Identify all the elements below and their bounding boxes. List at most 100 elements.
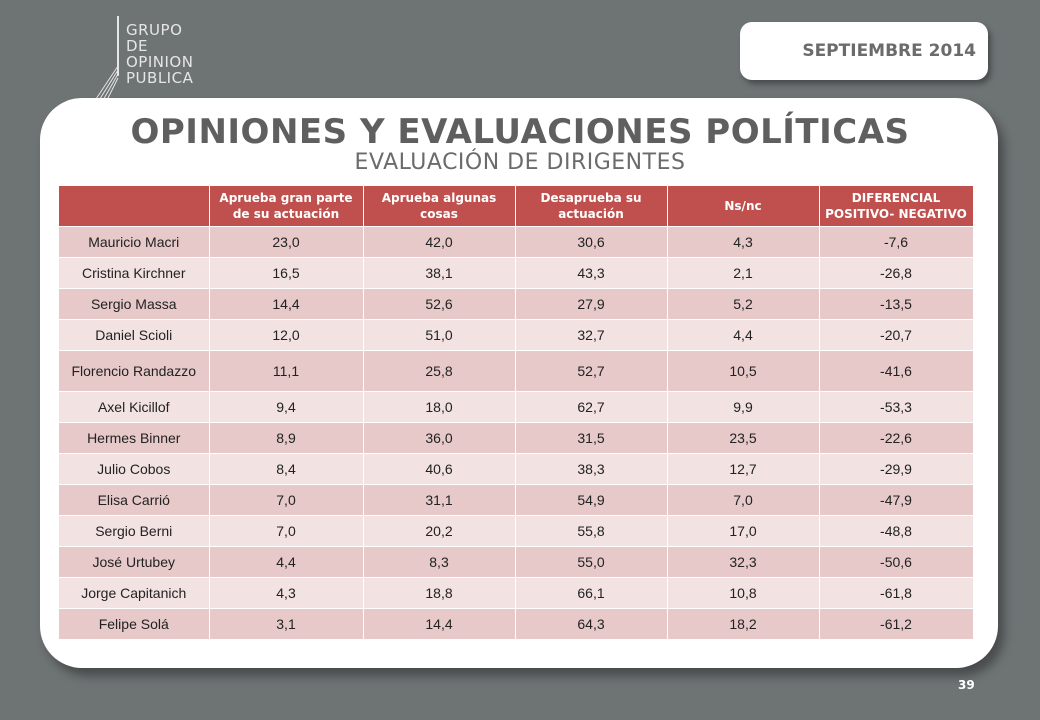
value-cell: 55,0: [515, 546, 668, 578]
value-cell: 5,2: [667, 288, 820, 320]
value-cell: -29,9: [819, 453, 974, 485]
evaluation-table: Aprueba gran parte de su actuación Aprue…: [59, 186, 974, 639]
value-cell: -61,2: [819, 608, 974, 639]
value-cell: 52,6: [363, 288, 516, 320]
table-row: Daniel Scioli 12,0 51,0 32,7 4,4 -20,7: [59, 319, 974, 351]
value-cell: -41,6: [819, 350, 974, 392]
value-cell: 18,0: [363, 391, 516, 423]
value-cell: 32,3: [667, 546, 820, 578]
value-cell: 8,9: [209, 422, 364, 454]
value-cell: 62,7: [515, 391, 668, 423]
table-row: Felipe Solá 3,1 14,4 64,3 18,2 -61,2: [59, 608, 974, 639]
value-cell: 64,3: [515, 608, 668, 639]
value-cell: 20,2: [363, 515, 516, 547]
table-row: José Urtubey 4,4 8,3 55,0 32,3 -50,6: [59, 546, 974, 578]
value-cell: 8,4: [209, 453, 364, 485]
leader-name-cell: Daniel Scioli: [59, 319, 210, 351]
table-row: Jorge Capitanich 4,3 18,8 66,1 10,8 -61,8: [59, 577, 974, 609]
value-cell: 30,6: [515, 226, 668, 258]
table-row: Sergio Berni 7,0 20,2 55,8 17,0 -48,8: [59, 515, 974, 547]
value-cell: 31,5: [515, 422, 668, 454]
table-row: Julio Cobos 8,4 40,6 38,3 12,7 -29,9: [59, 453, 974, 485]
value-cell: 55,8: [515, 515, 668, 547]
value-cell: 9,9: [667, 391, 820, 423]
column-header: Aprueba gran parte de su actuación: [209, 186, 364, 227]
value-cell: -20,7: [819, 319, 974, 351]
leader-name-cell: José Urtubey: [59, 546, 210, 578]
value-cell: 38,1: [363, 257, 516, 289]
leader-name-cell: Jorge Capitanich: [59, 577, 210, 609]
value-cell: -48,8: [819, 515, 974, 547]
logo-line: OPINION: [126, 53, 194, 71]
value-cell: 54,9: [515, 484, 668, 516]
value-cell: 42,0: [363, 226, 516, 258]
table-body: Mauricio Macri 23,0 42,0 30,6 4,3 -7,6 Cristin…: [59, 226, 974, 639]
leader-name-cell: Sergio Massa: [59, 288, 210, 320]
value-cell: -53,3: [819, 391, 974, 423]
value-cell: 18,2: [667, 608, 820, 639]
leader-name-cell: Felipe Solá: [59, 608, 210, 639]
leader-name-cell: Florencio Randazzo: [59, 350, 210, 392]
value-cell: 3,1: [209, 608, 364, 639]
value-cell: 23,5: [667, 422, 820, 454]
column-header: Aprueba algunas cosas: [363, 186, 516, 227]
logo-line: PUBLICA: [126, 69, 194, 87]
value-cell: 31,1: [363, 484, 516, 516]
value-cell: 4,4: [667, 319, 820, 351]
value-cell: -50,6: [819, 546, 974, 578]
value-cell: 25,8: [363, 350, 516, 392]
value-cell: -13,5: [819, 288, 974, 320]
value-cell: 14,4: [363, 608, 516, 639]
value-cell: 18,8: [363, 577, 516, 609]
table-row: Hermes Binner 8,9 36,0 31,5 23,5 -22,6: [59, 422, 974, 454]
leader-name-cell: Sergio Berni: [59, 515, 210, 547]
value-cell: 10,5: [667, 350, 820, 392]
column-header: Desaprueba su actuación: [515, 186, 668, 227]
value-cell: 52,7: [515, 350, 668, 392]
value-cell: 8,3: [363, 546, 516, 578]
table-row: Cristina Kirchner 16,5 38,1 43,3 2,1 -26,8: [59, 257, 974, 289]
table-header-row: Aprueba gran parte de su actuación Aprue…: [59, 186, 974, 227]
logo: GRUPO DE OPINION PUBLICA: [88, 14, 228, 104]
value-cell: -47,9: [819, 484, 974, 516]
value-cell: 2,1: [667, 257, 820, 289]
value-cell: 12,0: [209, 319, 364, 351]
value-cell: 66,1: [515, 577, 668, 609]
value-cell: 32,7: [515, 319, 668, 351]
value-cell: 40,6: [363, 453, 516, 485]
table-row: Florencio Randazzo 11,1 25,8 52,7 10,5 -41,6: [59, 350, 974, 392]
leader-name-cell: Elisa Carrió: [59, 484, 210, 516]
logo-line: DE: [126, 37, 149, 55]
logo-mark-icon: [93, 16, 119, 103]
value-cell: 14,4: [209, 288, 364, 320]
value-cell: 38,3: [515, 453, 668, 485]
value-cell: 7,0: [667, 484, 820, 516]
logo-text: GRUPO DE OPINION PUBLICA: [126, 22, 193, 86]
value-cell: -22,6: [819, 422, 974, 454]
leader-name-cell: Hermes Binner: [59, 422, 210, 454]
value-cell: 7,0: [209, 515, 364, 547]
leader-name-cell: Axel Kicillof: [59, 391, 210, 423]
leader-name-cell: Julio Cobos: [59, 453, 210, 485]
value-cell: -7,6: [819, 226, 974, 258]
value-cell: 17,0: [667, 515, 820, 547]
value-cell: 51,0: [363, 319, 516, 351]
table-row: Mauricio Macri 23,0 42,0 30,6 4,3 -7,6: [59, 226, 974, 258]
column-header: DIFERENCIAL POSITIVO- NEGATIVO: [819, 186, 974, 227]
value-cell: 7,0: [209, 484, 364, 516]
column-header: [59, 186, 210, 227]
value-cell: 43,3: [515, 257, 668, 289]
logo-line: GRUPO: [126, 21, 183, 39]
page-title: OPINIONES Y EVALUACIONES POLÍTICAS: [130, 112, 910, 152]
value-cell: 4,3: [667, 226, 820, 258]
value-cell: -61,8: [819, 577, 974, 609]
value-cell: 11,1: [209, 350, 364, 392]
value-cell: 10,8: [667, 577, 820, 609]
value-cell: 36,0: [363, 422, 516, 454]
page-subtitle: EVALUACIÓN DE DIRIGENTES: [354, 150, 686, 175]
value-cell: -26,8: [819, 257, 974, 289]
leader-name-cell: Cristina Kirchner: [59, 257, 210, 289]
value-cell: 12,7: [667, 453, 820, 485]
value-cell: 16,5: [209, 257, 364, 289]
column-header: Ns/nc: [667, 186, 820, 227]
